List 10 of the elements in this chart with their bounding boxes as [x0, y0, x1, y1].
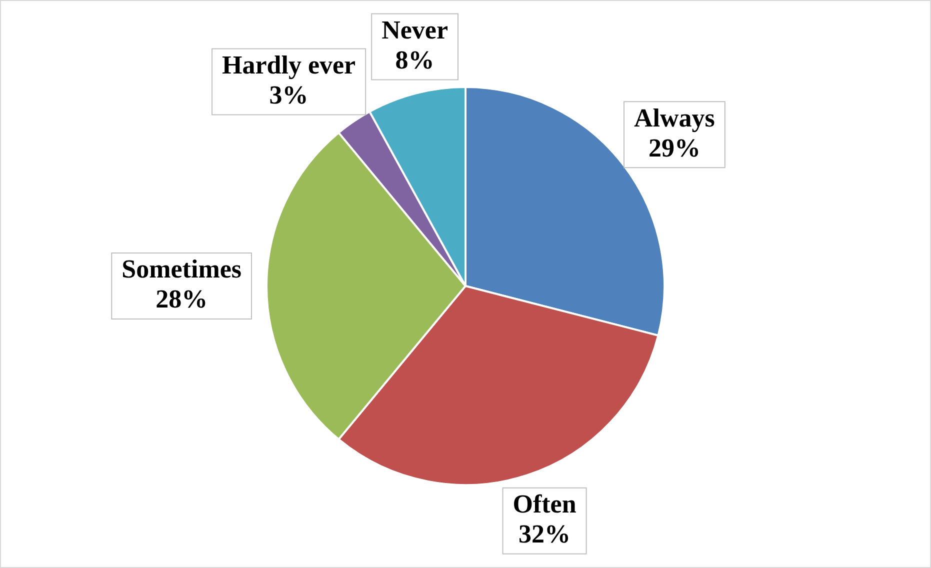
data-label: 29%	[648, 133, 700, 162]
slice-label: Never	[382, 15, 448, 44]
data-label: 8%	[395, 45, 434, 74]
data-label: 3%	[269, 80, 308, 110]
slice-label: Hardly ever	[222, 50, 356, 80]
slice-label: Often	[512, 490, 577, 519]
slice-label: Always	[634, 103, 715, 132]
data-label: 28%	[156, 284, 208, 314]
slice-label: Sometimes	[122, 254, 242, 284]
data-label: 32%	[518, 520, 571, 549]
